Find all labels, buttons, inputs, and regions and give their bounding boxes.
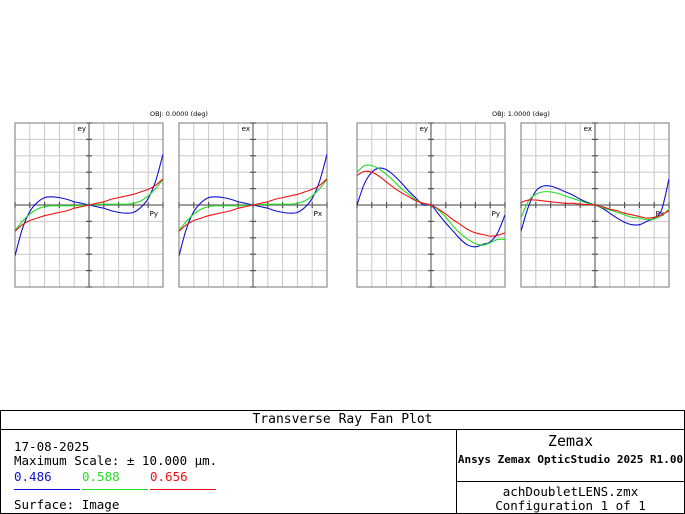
fan-panel-0-0: ey Py — [14, 122, 164, 288]
wavelength-legend-item: 0.656 — [150, 469, 188, 484]
product-name: Ansys Zemax OpticStudio 2025 R1.00 — [457, 453, 684, 466]
wavelength-legend-item: 0.588 — [82, 469, 120, 484]
max-scale-label: Maximum Scale: ± 10.000 µm. — [14, 453, 218, 468]
wavelength-legend-line — [82, 489, 148, 490]
vertical-axis-label: ey — [420, 125, 428, 133]
wavelength-legend-line — [14, 489, 80, 490]
field-label-0: OBJ: 0.0000 (deg) — [150, 110, 208, 118]
wavelength-legend-item: 0.486 — [14, 469, 52, 484]
series-line-0.656 — [15, 178, 163, 232]
date-label: 17-08-2025 — [14, 439, 90, 454]
info-panel: Transverse Ray Fan Plot 17-08-2025 Maxim… — [0, 410, 685, 514]
horizontal-axis-label: Py — [150, 210, 158, 218]
horizontal-axis-label: Py — [492, 210, 500, 218]
surface-label: Surface: Image — [14, 497, 120, 512]
horizontal-axis-label: Px — [314, 210, 322, 218]
configuration-label: Configuration 1 of 1 — [495, 498, 646, 513]
wavelength-legend-line — [150, 489, 216, 490]
vertical-axis-label: ex — [584, 125, 592, 133]
brand-name: Zemax — [547, 432, 594, 450]
fan-panel-1-0: ey Py — [356, 122, 506, 288]
ray-fan-plot-area: OBJ: 0.0000 (deg) ey Py ex Px OBJ: 1.0000 (de… — [14, 110, 670, 288]
series-line-0.656 — [521, 199, 669, 219]
plot-title: Transverse Ray Fan Plot — [252, 412, 433, 427]
vertical-axis-label: ey — [78, 125, 86, 133]
file-name: achDoubletLENS.zmx — [502, 484, 639, 499]
fan-panel-0-1: ex Px — [178, 122, 328, 288]
series-line-0.656 — [357, 170, 505, 237]
field-label-1: OBJ: 1.0000 (deg) — [492, 110, 550, 118]
vertical-axis-label: ex — [242, 125, 250, 133]
series-line-0.656 — [179, 178, 327, 232]
